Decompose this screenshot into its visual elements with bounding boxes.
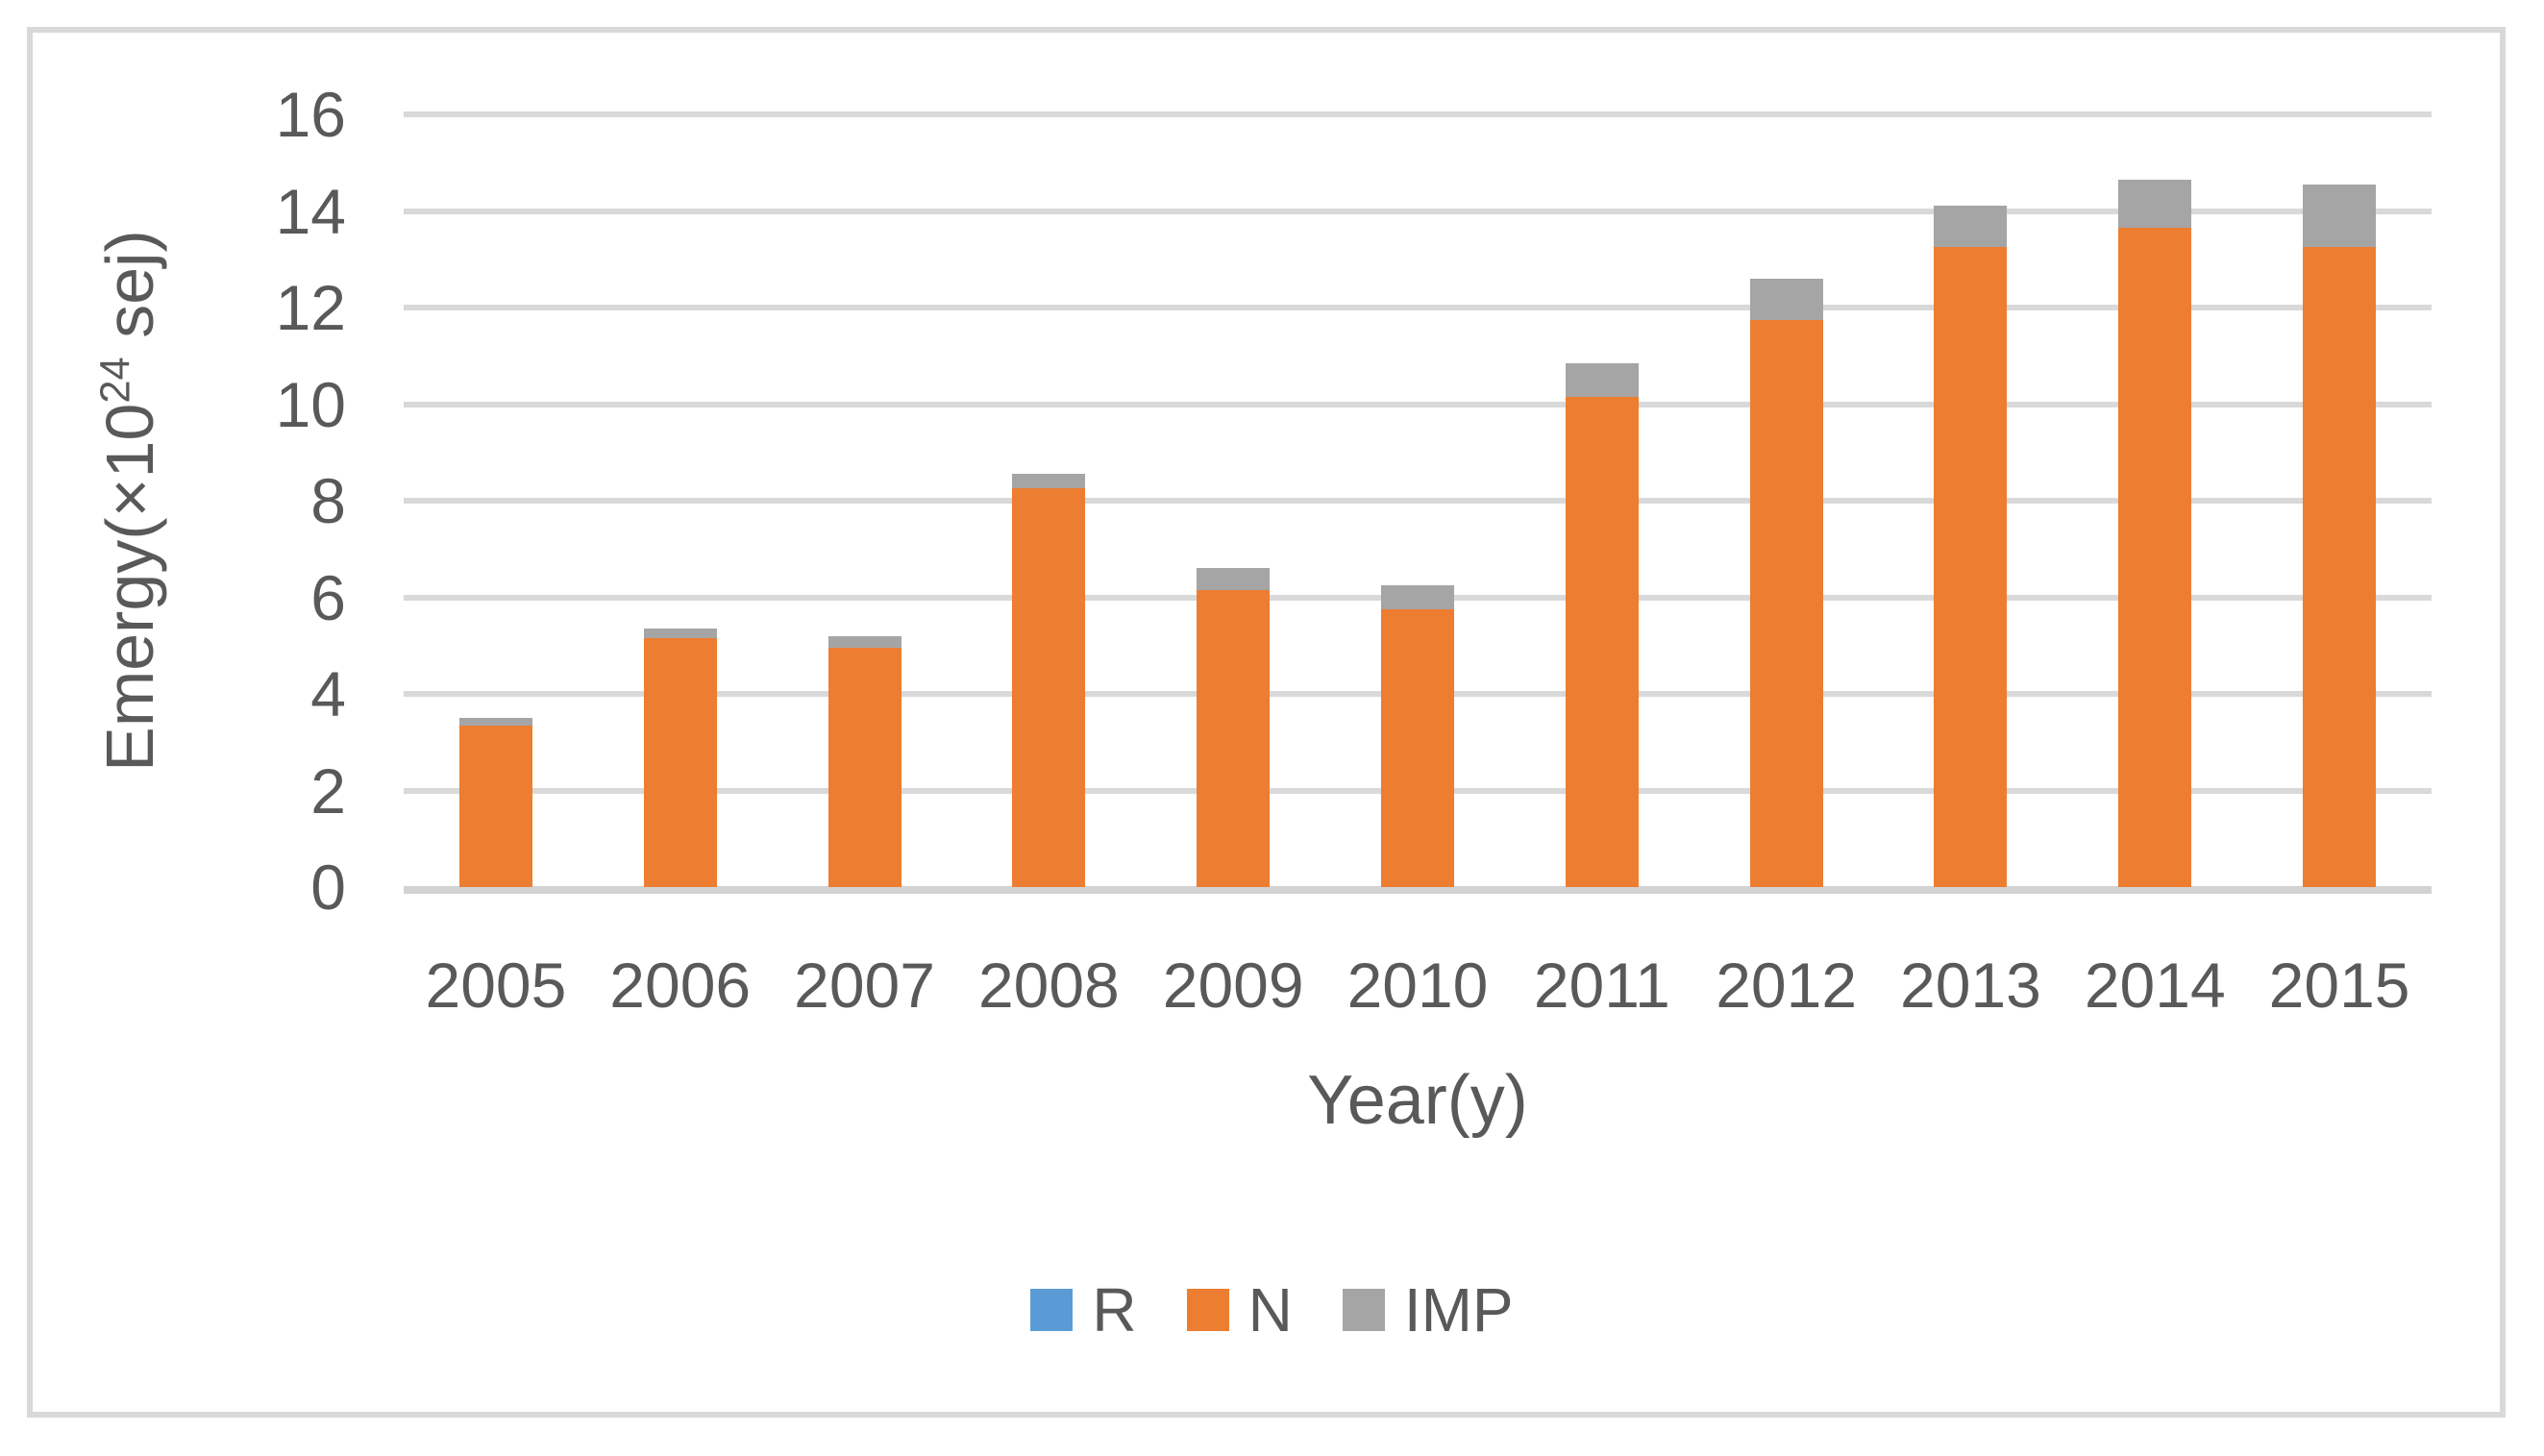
bar-segment-IMP-2015 — [2303, 184, 2377, 248]
legend-item-IMP: IMP — [1342, 1275, 1514, 1345]
bar-segment-IMP-2010 — [1381, 584, 1454, 610]
bar-segment-IMP-2008 — [1012, 474, 1086, 489]
x-tick-label-2006: 2006 — [609, 950, 752, 1021]
bar-segment-IMP-2009 — [1197, 568, 1271, 590]
legend-swatch-R — [1030, 1289, 1074, 1331]
bar-segment-N-2007 — [827, 648, 902, 887]
legend-label-IMP: IMP — [1403, 1275, 1514, 1345]
y-tick-label-2: 2 — [310, 754, 346, 827]
bar-segment-IMP-2007 — [827, 635, 902, 649]
gridline-8 — [404, 498, 2432, 504]
legend-item-R: R — [1030, 1275, 1137, 1345]
bar-segment-IMP-2005 — [458, 718, 532, 726]
y-axis-title-superscript: 24 — [92, 357, 139, 404]
bar-segment-N-2005 — [458, 725, 532, 887]
y-tick-label-14: 14 — [275, 175, 346, 247]
gridline-14 — [404, 208, 2432, 214]
y-tick-label-10: 10 — [275, 368, 346, 440]
x-tick-label-2015: 2015 — [2268, 950, 2410, 1021]
bar-segment-N-2012 — [1749, 319, 1823, 887]
x-tick-label-2009: 2009 — [1162, 950, 1304, 1021]
x-tick-label-2007: 2007 — [794, 950, 935, 1021]
bar-segment-N-2009 — [1197, 589, 1271, 887]
legend-item-N: N — [1186, 1275, 1293, 1345]
y-axis-title: Emergy(×1024 sej) — [72, 0, 187, 1077]
x-tick-label-2014: 2014 — [2084, 950, 2226, 1021]
x-tick-label-2013: 2013 — [1900, 950, 2041, 1021]
bar-segment-IMP-2011 — [1565, 362, 1639, 397]
legend: R N IMP — [0, 1276, 2544, 1344]
x-tick-label-2011: 2011 — [1533, 950, 1670, 1021]
y-tick-label-4: 4 — [310, 658, 346, 729]
bar-segment-N-2015 — [2303, 247, 2377, 887]
y-tick-label-6: 6 — [310, 561, 346, 633]
bar-segment-N-2013 — [1934, 247, 2008, 887]
x-tick-label-2008: 2008 — [977, 950, 1120, 1021]
chart-border-frame — [27, 27, 2506, 1418]
y-tick-label-12: 12 — [275, 272, 346, 343]
bar-segment-N-2006 — [643, 638, 717, 887]
y-tick-label-16: 16 — [275, 79, 346, 150]
legend-swatch-N — [1186, 1289, 1229, 1331]
y-tick-label-0: 0 — [310, 851, 346, 923]
y-axis-title-unit: sej) — [92, 230, 167, 358]
y-axis-title-text: Emergy(×10 — [92, 403, 167, 772]
gridline-10 — [404, 401, 2432, 407]
legend-label-R: R — [1092, 1275, 1137, 1345]
bar-segment-IMP-2006 — [643, 629, 717, 639]
x-tick-label-2005: 2005 — [425, 950, 567, 1021]
y-tick-label-8: 8 — [310, 465, 346, 536]
bar-segment-N-2010 — [1381, 609, 1454, 887]
bar-segment-IMP-2013 — [1934, 206, 2008, 248]
bar-segment-IMP-2012 — [1749, 278, 1823, 320]
x-tick-label-2012: 2012 — [1716, 950, 1858, 1021]
legend-label-N: N — [1247, 1275, 1293, 1345]
legend-swatch-IMP — [1342, 1289, 1385, 1331]
gridline-16 — [404, 111, 2432, 117]
bar-segment-N-2014 — [2118, 228, 2192, 887]
x-tick-label-2010: 2010 — [1346, 950, 1489, 1021]
gridline-12 — [404, 305, 2432, 310]
x-axis-title: Year(y) — [1307, 1062, 1528, 1139]
bar-segment-IMP-2014 — [2118, 179, 2192, 229]
bar-segment-N-2011 — [1565, 396, 1639, 887]
bar-segment-N-2008 — [1012, 488, 1086, 887]
x-axis-line — [404, 886, 2432, 894]
